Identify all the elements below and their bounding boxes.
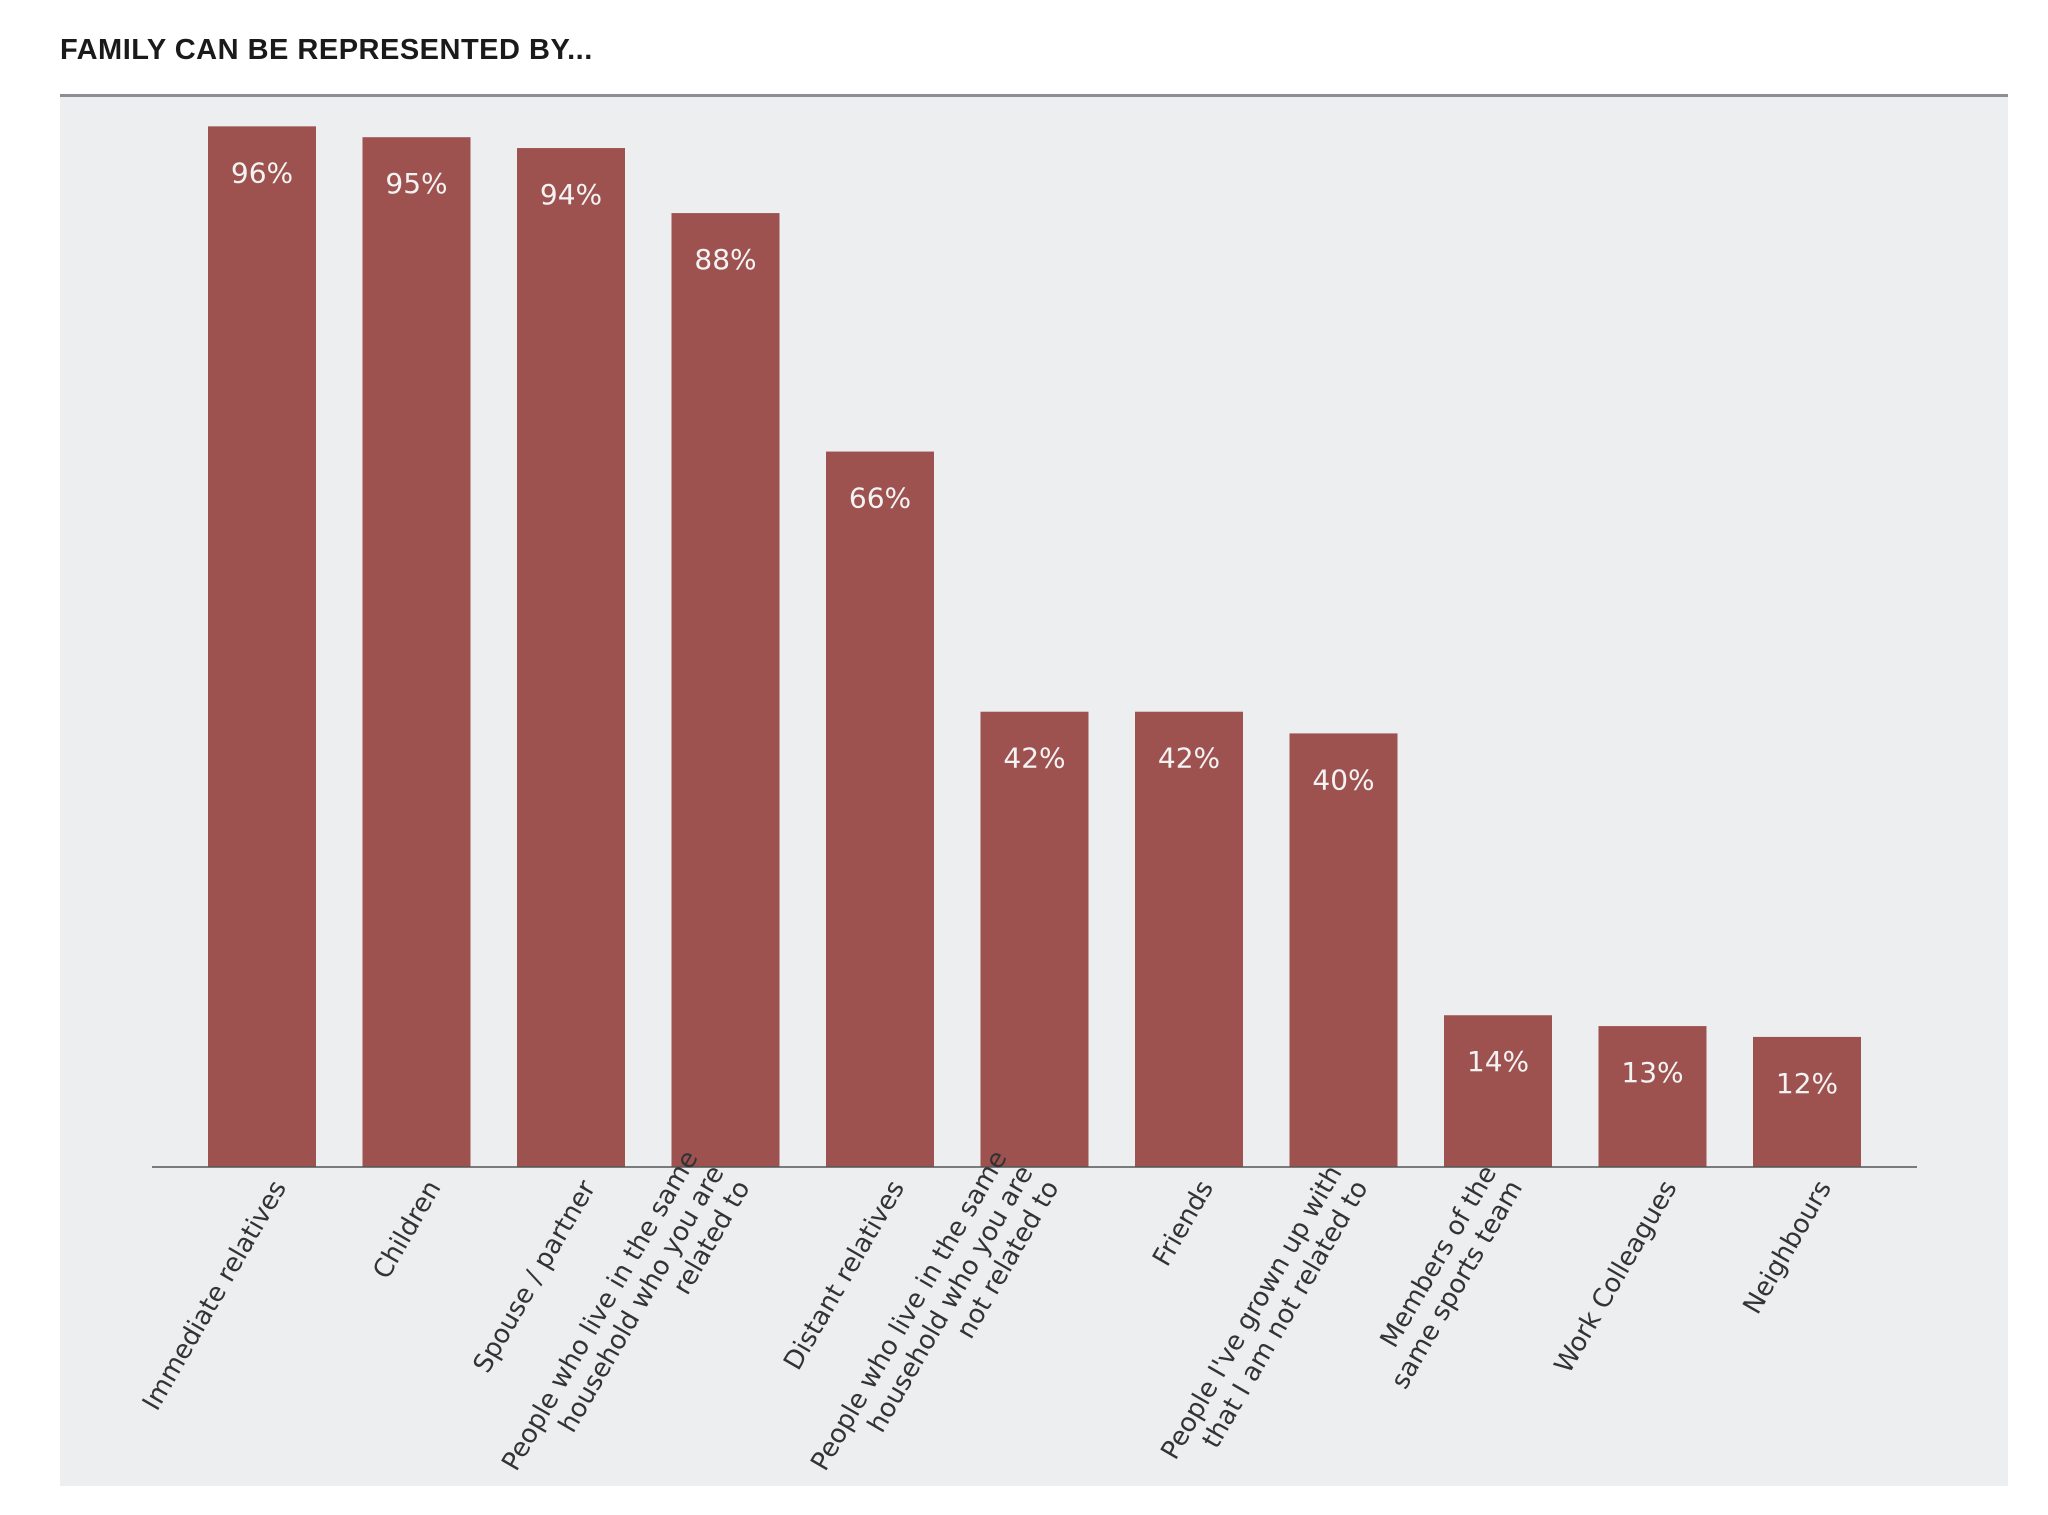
bar <box>826 451 934 1167</box>
x-tick-label-line: Friends <box>1147 1176 1220 1272</box>
data-label: 40% <box>1312 763 1374 796</box>
bar <box>1289 733 1398 1167</box>
data-label: 14% <box>1467 1045 1529 1078</box>
bar <box>1598 1026 1707 1167</box>
bar <box>362 137 471 1168</box>
value-labels-group: 96% 95% 94% 88% 66% 42% 42% 40% 14% 13% 12% <box>231 156 1838 1100</box>
bar <box>1135 711 1243 1167</box>
bar <box>517 148 625 1167</box>
x-tick-label: Immediate relatives <box>137 1176 293 1416</box>
bar <box>980 711 1089 1167</box>
x-tick-label-line: that I am not related to <box>1197 1176 1375 1454</box>
x-tick-label-line: Neighbours <box>1738 1176 1838 1320</box>
data-label: 42% <box>1158 742 1220 775</box>
x-tick-label: Neighbours <box>1738 1176 1838 1320</box>
data-label: 96% <box>231 156 293 189</box>
title-divider <box>60 94 2008 97</box>
data-label: 94% <box>540 178 602 211</box>
x-tick-label: Children <box>367 1176 447 1285</box>
bar <box>671 213 780 1167</box>
category-labels-group: Immediate relatives Children Spouse / part… <box>137 1146 1838 1487</box>
chart-panel: 96% 95% 94% 88% 66% 42% 42% 40% 14% 13% 12% Immedia… <box>60 97 2008 1486</box>
bar <box>208 126 316 1168</box>
x-tick-label: People who live in the samehousehold who… <box>496 1146 756 1487</box>
x-tick-label: People who live in the samehousehold who… <box>805 1146 1065 1487</box>
x-tick-label: Members of thesame sports team <box>1359 1161 1529 1395</box>
x-tick-label-line: Work Colleagues <box>1549 1176 1684 1379</box>
x-tick-label-line: Immediate relatives <box>137 1176 293 1416</box>
bars-group <box>208 126 1861 1168</box>
chart-title: FAMILY CAN BE REPRESENTED BY... <box>60 34 593 66</box>
bar <box>1753 1036 1861 1167</box>
data-label: 12% <box>1776 1067 1838 1100</box>
data-label: 66% <box>849 482 911 515</box>
x-tick-label-line: Children <box>367 1176 447 1285</box>
data-label: 88% <box>694 243 756 276</box>
x-tick-label: Work Colleagues <box>1549 1176 1684 1379</box>
data-label: 42% <box>1003 742 1065 775</box>
x-tick-label: Friends <box>1147 1176 1220 1272</box>
bar <box>1444 1015 1552 1167</box>
data-label: 13% <box>1621 1056 1683 1089</box>
bar-chart: 96% 95% 94% 88% 66% 42% 42% 40% 14% 13% 12% Immedia… <box>137 126 1917 1487</box>
data-label: 95% <box>385 167 447 200</box>
